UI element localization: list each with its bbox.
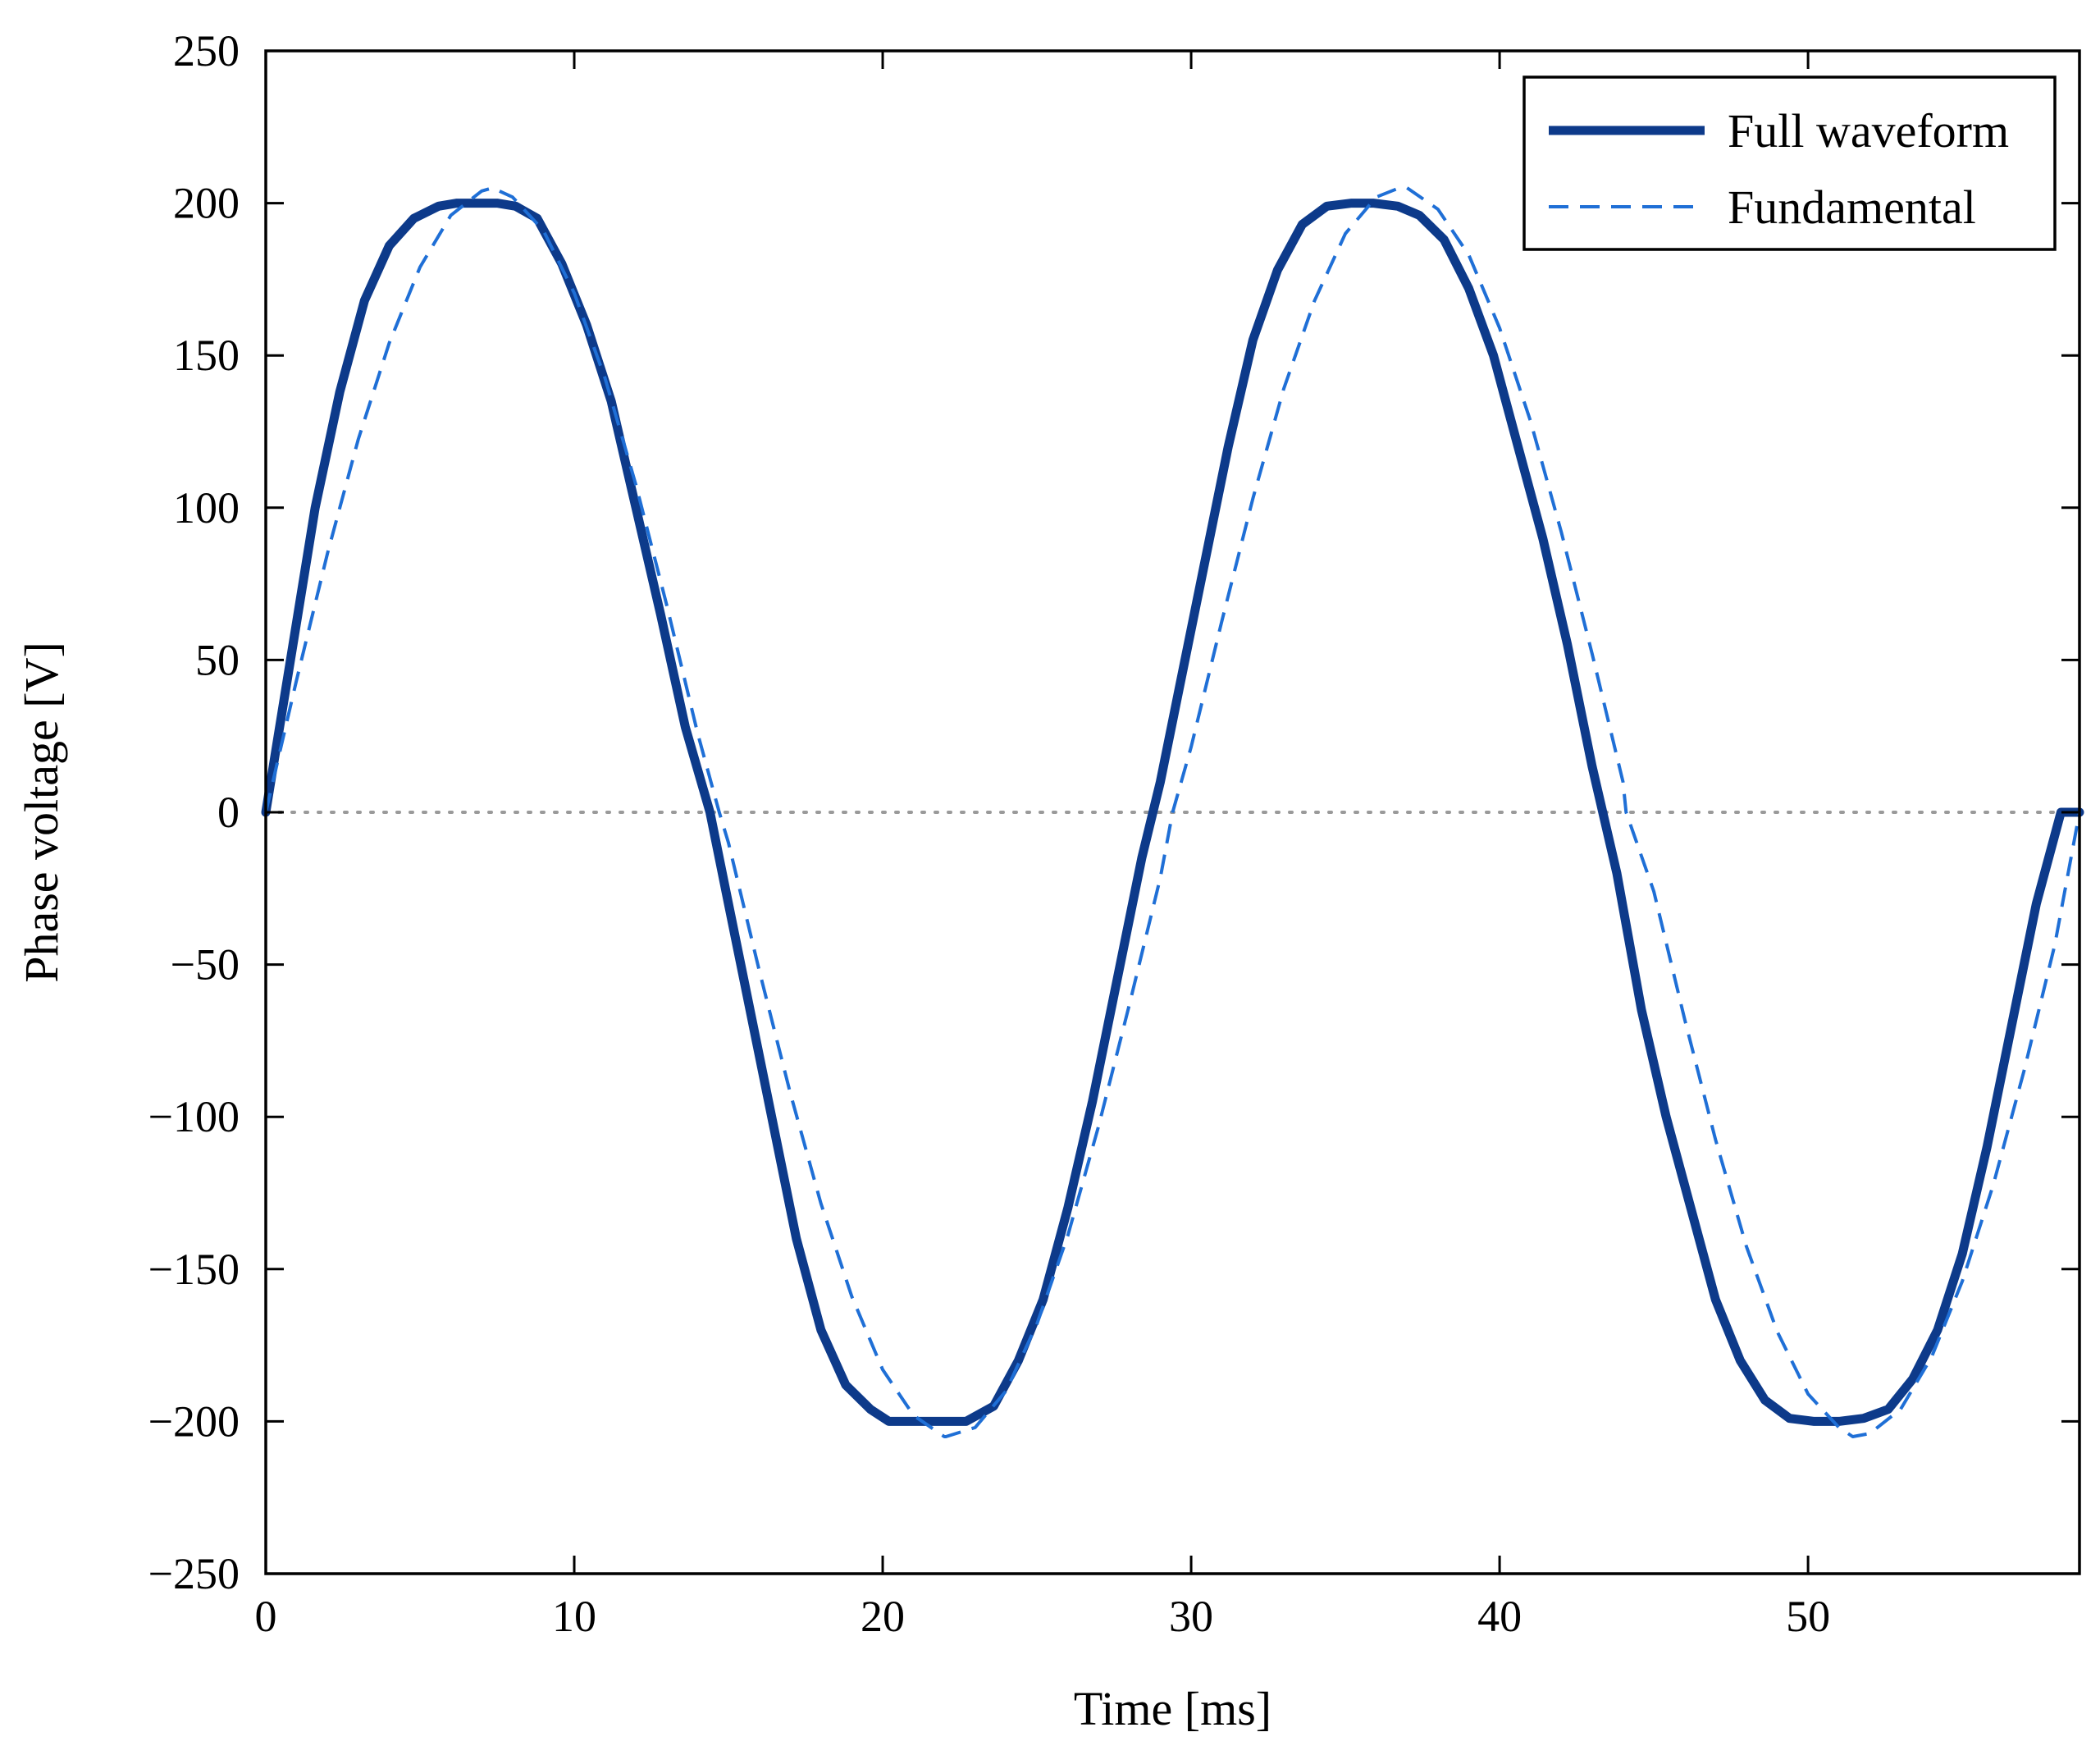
- y-tick-label: 0: [217, 788, 240, 837]
- x-tick-label: 50: [1786, 1592, 1830, 1641]
- legend-label-fundamental: Fundamental: [1728, 181, 1976, 234]
- y-tick-label: −100: [148, 1092, 240, 1141]
- y-tick-label: 100: [173, 483, 240, 532]
- x-tick-label: 40: [1477, 1592, 1522, 1641]
- legend-label-full-waveform: Full waveform: [1728, 104, 2009, 158]
- x-tick-label: 20: [861, 1592, 905, 1641]
- y-tick-label: −50: [171, 940, 240, 989]
- legend-box: [1522, 75, 2057, 251]
- y-tick-label: 200: [173, 179, 240, 228]
- x-tick-label: 10: [552, 1592, 596, 1641]
- series-layer: [261, 186, 2084, 1438]
- y-tick-label: 250: [173, 26, 240, 75]
- y-tick-label: −200: [148, 1396, 240, 1446]
- x-tick-label: 30: [1169, 1592, 1213, 1641]
- y-axis-ticks: 250 200 150 100 50 0 −50 −100 −150 −200 −250: [148, 26, 2079, 1598]
- x-tick-label: 0: [255, 1592, 277, 1641]
- x-axis-label: Time [ms]: [1074, 1682, 1271, 1735]
- x-axis-ticks: 0 10 20 30 40 50: [255, 51, 1830, 1641]
- series-line-fundamental: [264, 186, 2081, 1438]
- y-tick-label: −150: [148, 1245, 240, 1294]
- y-tick-label: −250: [148, 1549, 240, 1598]
- legend: Full waveform Fundamental: [1522, 75, 2057, 251]
- y-tick-label: 150: [173, 331, 240, 380]
- y-tick-label: 50: [195, 635, 240, 684]
- y-axis-label: Phase voltage [V]: [15, 642, 68, 983]
